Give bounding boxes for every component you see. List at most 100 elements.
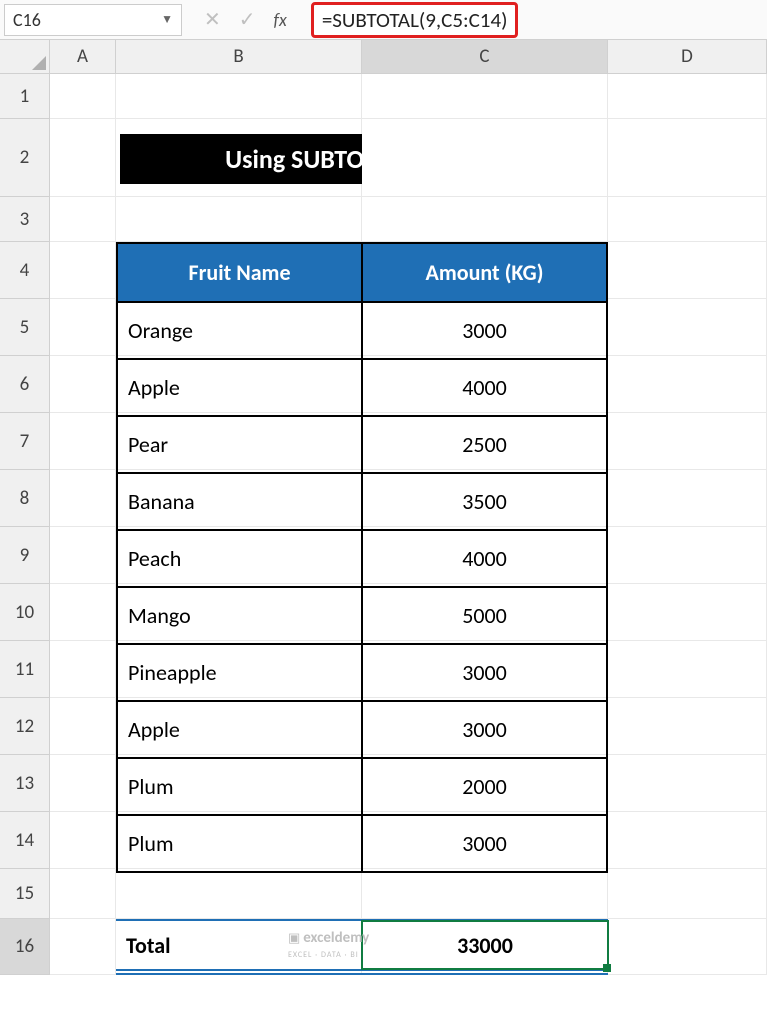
formula-input[interactable]: =SUBTOTAL(9,C5:C14) bbox=[305, 2, 767, 38]
cell-a15[interactable] bbox=[50, 869, 116, 919]
cell-d9[interactable] bbox=[608, 527, 767, 584]
cell-amount: 2500 bbox=[363, 417, 606, 472]
cell-d14[interactable] bbox=[608, 812, 767, 869]
cell-fruit: Orange bbox=[118, 303, 363, 358]
cell-d15[interactable] bbox=[608, 869, 767, 919]
cell-amount: 2000 bbox=[363, 759, 606, 814]
cell-b3[interactable] bbox=[116, 197, 362, 242]
table-row[interactable]: Peach4000 bbox=[118, 529, 606, 586]
cell-d3[interactable] bbox=[608, 197, 767, 242]
table-row[interactable]: Apple4000 bbox=[118, 358, 606, 415]
cell-a5[interactable] bbox=[50, 299, 116, 356]
cell-b1[interactable] bbox=[116, 74, 362, 119]
cell-a7[interactable] bbox=[50, 413, 116, 470]
cell-a13[interactable] bbox=[50, 755, 116, 812]
cell-b2[interactable]: Using SUBTOTAL Function bbox=[116, 119, 362, 197]
table-row[interactable]: Banana3500 bbox=[118, 472, 606, 529]
formula-bar: C16 ▼ ✕ ✓ fx =SUBTOTAL(9,C5:C14) bbox=[0, 0, 767, 40]
row-head-11[interactable]: 11 bbox=[0, 641, 50, 698]
cell-d1[interactable] bbox=[608, 74, 767, 119]
confirm-icon: ✓ bbox=[239, 7, 256, 32]
cell-fruit: Banana bbox=[118, 474, 363, 529]
row-head-7[interactable]: 7 bbox=[0, 413, 50, 470]
table-row[interactable]: Mango5000 bbox=[118, 586, 606, 643]
cell-fruit: Apple bbox=[118, 702, 363, 757]
cell-d7[interactable] bbox=[608, 413, 767, 470]
row-head-14[interactable]: 14 bbox=[0, 812, 50, 869]
row-head-9[interactable]: 9 bbox=[0, 527, 50, 584]
cell-d6[interactable] bbox=[608, 356, 767, 413]
row-head-6[interactable]: 6 bbox=[0, 356, 50, 413]
cell-d8[interactable] bbox=[608, 470, 767, 527]
cell-d11[interactable] bbox=[608, 641, 767, 698]
cell-c1[interactable] bbox=[362, 74, 608, 119]
cell-a4[interactable] bbox=[50, 242, 116, 299]
col-head-a[interactable]: A bbox=[50, 40, 116, 74]
cell-a16[interactable] bbox=[50, 919, 116, 975]
cell-amount: 4000 bbox=[363, 360, 606, 415]
table-row[interactable]: Orange3000 bbox=[118, 301, 606, 358]
row-head-2[interactable]: 2 bbox=[0, 119, 50, 197]
col-head-b[interactable]: B bbox=[116, 40, 362, 74]
cell-a8[interactable] bbox=[50, 470, 116, 527]
cell-amount: 5000 bbox=[363, 588, 606, 643]
cell-fruit: Pear bbox=[118, 417, 363, 472]
cell-amount: 3500 bbox=[363, 474, 606, 529]
cell-a1[interactable] bbox=[50, 74, 116, 119]
cell-d13[interactable] bbox=[608, 755, 767, 812]
name-box-value: C16 bbox=[13, 9, 41, 31]
table-header: Fruit Name Amount (KG) bbox=[118, 244, 606, 301]
cell-a2[interactable] bbox=[50, 119, 116, 197]
row-head-15[interactable]: 15 bbox=[0, 869, 50, 919]
chevron-down-icon[interactable]: ▼ bbox=[161, 12, 173, 27]
cell-d2[interactable] bbox=[608, 119, 767, 197]
table-row[interactable]: Pineapple3000 bbox=[118, 643, 606, 700]
cell-a14[interactable] bbox=[50, 812, 116, 869]
cell-amount: 3000 bbox=[363, 303, 606, 358]
sheet-body[interactable]: 1 2 Using SUBTOTAL Function 3 4 5 6 7 8 bbox=[0, 74, 767, 975]
row-head-8[interactable]: 8 bbox=[0, 470, 50, 527]
cell-fruit: Plum bbox=[118, 816, 363, 871]
total-value: 33000 bbox=[457, 932, 513, 959]
cell-a3[interactable] bbox=[50, 197, 116, 242]
cell-fruit: Apple bbox=[118, 360, 363, 415]
row-head-5[interactable]: 5 bbox=[0, 299, 50, 356]
cell-a12[interactable] bbox=[50, 698, 116, 755]
row-head-3[interactable]: 3 bbox=[0, 197, 50, 242]
cell-a9[interactable] bbox=[50, 527, 116, 584]
row-head-13[interactable]: 13 bbox=[0, 755, 50, 812]
table-row[interactable]: Apple3000 bbox=[118, 700, 606, 757]
data-table: Fruit Name Amount (KG) Orange3000 Apple4… bbox=[116, 242, 608, 873]
cell-d4[interactable] bbox=[608, 242, 767, 299]
table-row[interactable]: Plum3000 bbox=[118, 814, 606, 871]
name-box[interactable]: C16 ▼ bbox=[4, 4, 182, 36]
row-head-4[interactable]: 4 bbox=[0, 242, 50, 299]
cell-c3[interactable] bbox=[362, 197, 608, 242]
cell-fruit: Mango bbox=[118, 588, 363, 643]
cell-a10[interactable] bbox=[50, 584, 116, 641]
fx-icon[interactable]: fx bbox=[274, 9, 287, 31]
row-head-10[interactable]: 10 bbox=[0, 584, 50, 641]
select-all-button[interactable] bbox=[0, 40, 50, 74]
watermark-icon: ▣ bbox=[288, 931, 303, 946]
cell-d5[interactable] bbox=[608, 299, 767, 356]
row-head-16[interactable]: 16 bbox=[0, 919, 50, 975]
cell-c15[interactable] bbox=[362, 869, 608, 919]
table-row[interactable]: Plum2000 bbox=[118, 757, 606, 814]
cell-a11[interactable] bbox=[50, 641, 116, 698]
row-head-12[interactable]: 12 bbox=[0, 698, 50, 755]
col-head-c[interactable]: C bbox=[362, 40, 608, 74]
cell-b15[interactable] bbox=[116, 869, 362, 919]
row-head-1[interactable]: 1 bbox=[0, 74, 50, 119]
cancel-icon: ✕ bbox=[204, 7, 221, 32]
cell-d10[interactable] bbox=[608, 584, 767, 641]
table-row[interactable]: Pear2500 bbox=[118, 415, 606, 472]
cell-d12[interactable] bbox=[608, 698, 767, 755]
col-head-d[interactable]: D bbox=[608, 40, 767, 74]
cell-fruit: Peach bbox=[118, 531, 363, 586]
total-value-cell[interactable]: 33000 bbox=[362, 919, 608, 975]
cell-a6[interactable] bbox=[50, 356, 116, 413]
cell-c2[interactable] bbox=[362, 119, 608, 197]
cell-d16[interactable] bbox=[608, 919, 767, 975]
cell-amount: 3000 bbox=[363, 816, 606, 871]
